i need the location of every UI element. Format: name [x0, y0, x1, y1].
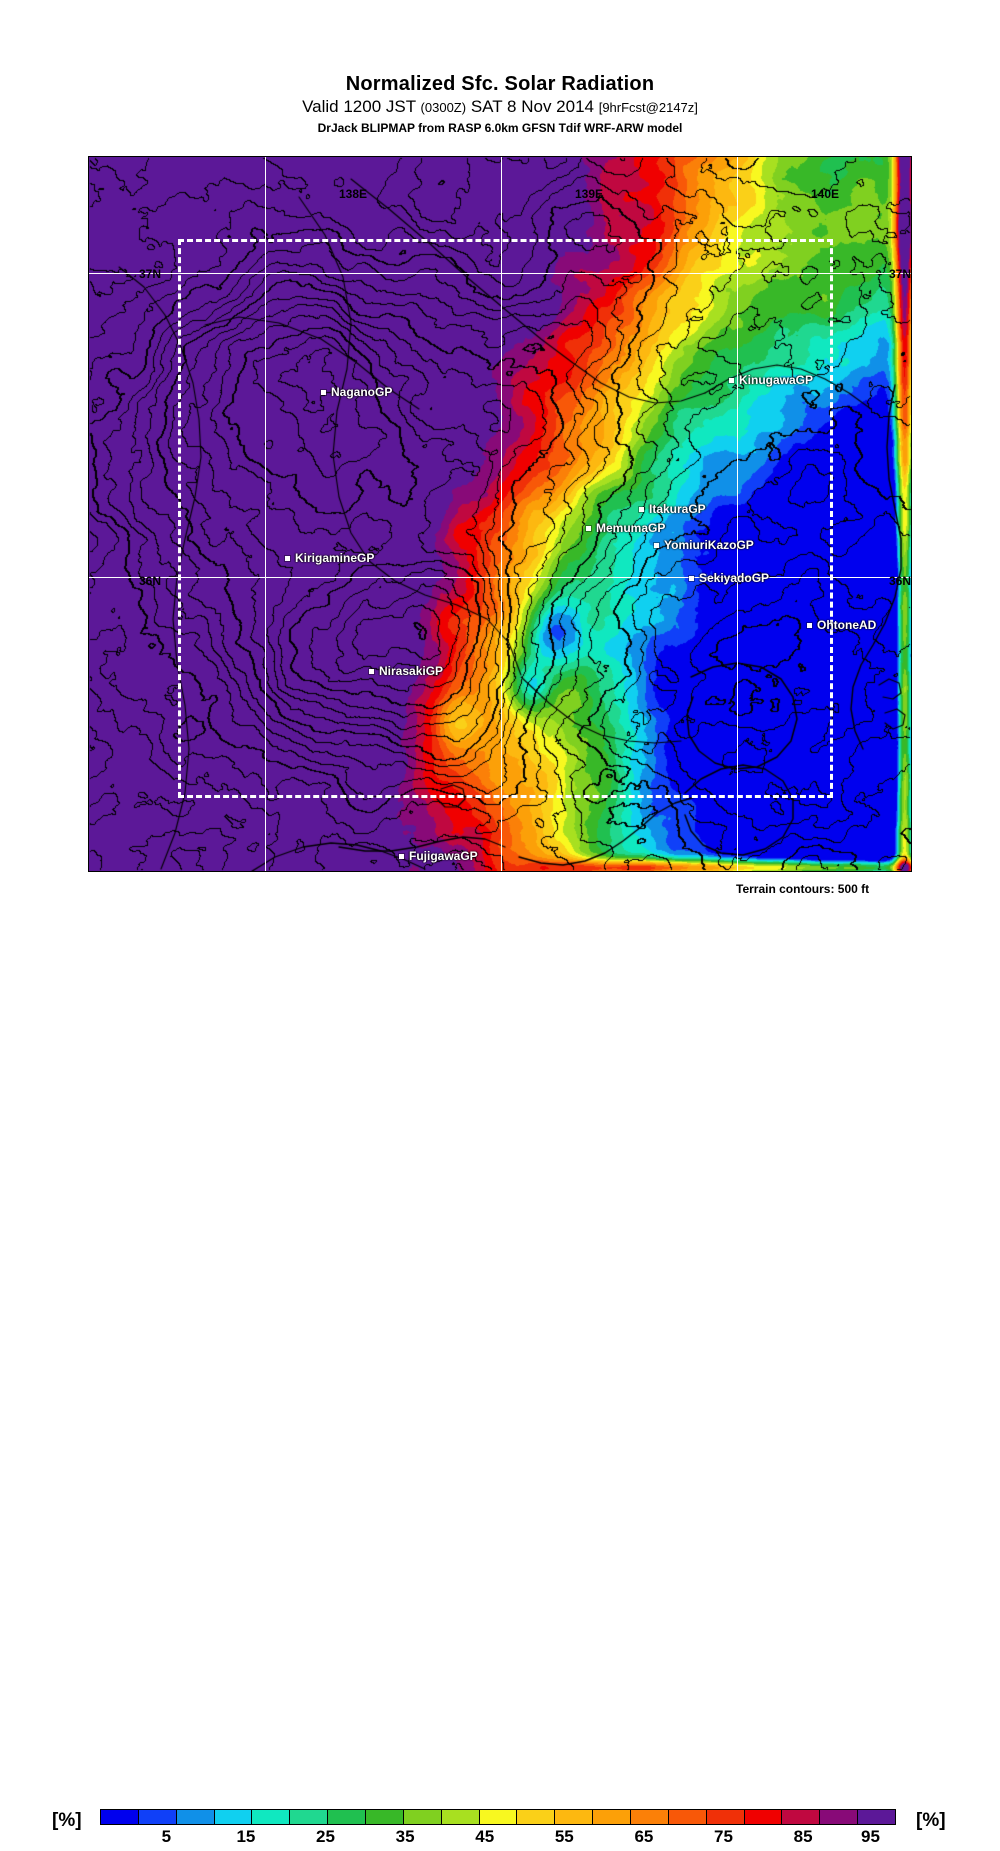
lat-37N-left: 37N: [139, 267, 162, 281]
station-MemumaGP[interactable]: MemumaGP: [586, 521, 665, 535]
terrain-contour-note: Terrain contours: 500 ft: [736, 882, 870, 896]
colorbar-tick-95: 95: [861, 1827, 880, 1846]
page-title: Normalized Sfc. Solar Radiation: [345, 73, 655, 95]
colorbar-segment-2: [176, 1810, 215, 1824]
station-NirasakiGP[interactable]: NirasakiGP: [369, 664, 443, 678]
station-label: SekiyadoGP: [699, 571, 770, 585]
station-marker-icon: [729, 377, 734, 383]
colorbar-tick-45: 45: [475, 1827, 495, 1846]
title-block: Normalized Sfc. Solar Radiation Valid 12…: [0, 72, 1000, 137]
colorbar-gradient[interactable]: [100, 1809, 896, 1825]
colorbar-segment-11: [517, 1810, 556, 1824]
colorbar-segment-19: [820, 1810, 859, 1824]
colorbar-segment-4: [252, 1810, 291, 1824]
station-label: NaganoGP: [331, 385, 393, 399]
colorbar-segment-0: [101, 1810, 139, 1824]
lat-37N-right: 37N: [889, 267, 912, 281]
gridline-horizontal-0: [89, 273, 911, 274]
colorbar-segment-12: [555, 1810, 594, 1824]
station-OhtoneAD[interactable]: OhtoneAD: [807, 618, 876, 632]
colorbar-segment-8: [403, 1810, 442, 1824]
station-label: KirigamineGP: [295, 551, 375, 565]
colorbar-segment-15: [668, 1810, 707, 1824]
gridline-vertical-0: [265, 157, 266, 871]
colorbar-ticks: 5 15 25 35 45 55 65 75 85 95: [100, 1827, 896, 1851]
lon-139E-top: 139E: [575, 187, 604, 201]
colorbar-segment-18: [782, 1810, 821, 1824]
colorbar-tick-65: 65: [634, 1827, 654, 1846]
station-ItakuraGP[interactable]: ItakuraGP: [639, 502, 706, 516]
station-marker-icon: [807, 622, 812, 628]
station-KirigamineGP[interactable]: KirigamineGP: [285, 551, 374, 565]
colorbar-segment-16: [706, 1810, 745, 1824]
colorbar-tick-5: 5: [161, 1827, 172, 1846]
station-label: ItakuraGP: [649, 502, 706, 516]
map-panel[interactable]: 138E139E140E138E139E37N37N36N36N NaganoG…: [88, 156, 912, 872]
model-line: DrJack BLIPMAP from RASP 6.0km GFSN Tdif…: [317, 121, 683, 135]
colorbar-unit-left: [%]: [52, 1810, 82, 1831]
lon-138E-top: 138E: [339, 187, 368, 201]
colorbar-tick-25: 25: [316, 1827, 335, 1846]
station-marker-icon: [689, 575, 694, 581]
station-marker-icon: [285, 555, 290, 561]
station-label: KinugawaGP: [739, 373, 814, 387]
station-SekiyadoGP[interactable]: SekiyadoGP: [689, 571, 769, 585]
solar-radiation-heatmap: [89, 157, 911, 871]
gridline-vertical-1: [501, 157, 502, 871]
lon-140E-top: 140E: [811, 187, 840, 201]
station-marker-icon: [654, 542, 659, 548]
gridline-horizontal-1: [89, 577, 911, 578]
station-marker-icon: [321, 389, 326, 395]
valid-time-utc: (0300Z): [420, 100, 467, 115]
colorbar-tick-55: 55: [554, 1827, 574, 1846]
colorbar-segment-14: [631, 1810, 669, 1824]
station-label: OhtoneAD: [817, 618, 877, 632]
station-YomiuriKazoGP[interactable]: YomiuriKazoGP: [654, 538, 754, 552]
station-marker-icon: [399, 853, 404, 859]
colorbar-segment-5: [290, 1810, 329, 1824]
valid-date: SAT 8 Nov 2014: [470, 97, 594, 116]
station-marker-icon: [586, 525, 591, 531]
station-label: FujigawaGP: [409, 849, 478, 863]
colorbar-segment-9: [441, 1810, 480, 1824]
colorbar-tick-85: 85: [793, 1827, 813, 1846]
station-marker-icon: [369, 668, 374, 674]
station-marker-icon: [639, 506, 644, 512]
station-label: NirasakiGP: [379, 664, 444, 678]
colorbar-tick-35: 35: [395, 1827, 415, 1846]
station-KinugawaGP[interactable]: KinugawaGP: [729, 373, 813, 387]
colorbar-segment-10: [479, 1810, 518, 1824]
colorbar-tick-15: 15: [236, 1827, 256, 1846]
valid-time-line: Valid 1200 JST (0300Z) SAT 8 Nov 2014 [9…: [0, 96, 1000, 119]
station-NaganoGP[interactable]: NaganoGP: [321, 385, 392, 399]
gridline-vertical-2: [737, 157, 738, 871]
subdomain-dashed-box: [178, 239, 833, 798]
valid-time-prefix: Valid 1200 JST: [302, 97, 416, 116]
colorbar-segment-13: [593, 1810, 632, 1824]
colorbar-segment-1: [138, 1810, 177, 1824]
colorbar-segment-3: [214, 1810, 253, 1824]
colorbar-segment-20: [858, 1810, 896, 1824]
colorbar-unit-right: [%]: [916, 1810, 946, 1831]
station-label: MemumaGP: [596, 521, 666, 535]
colorbar-segment-6: [328, 1810, 367, 1824]
colorbar-segment-17: [744, 1810, 783, 1824]
colorbar-tick-75: 75: [714, 1827, 733, 1846]
forecast-tag: [9hrFcst@2147z]: [598, 100, 698, 115]
lat-36N-left: 36N: [139, 574, 162, 588]
colorbar-panel: [%] 5 15 25 35 45 55 65 75 85 95 [%]: [0, 903, 1000, 1846]
station-FujigawaGP[interactable]: FujigawaGP: [399, 849, 478, 863]
colorbar-segment-7: [366, 1810, 404, 1824]
lat-36N-right: 36N: [889, 574, 912, 588]
station-label: YomiuriKazoGP: [664, 538, 754, 552]
